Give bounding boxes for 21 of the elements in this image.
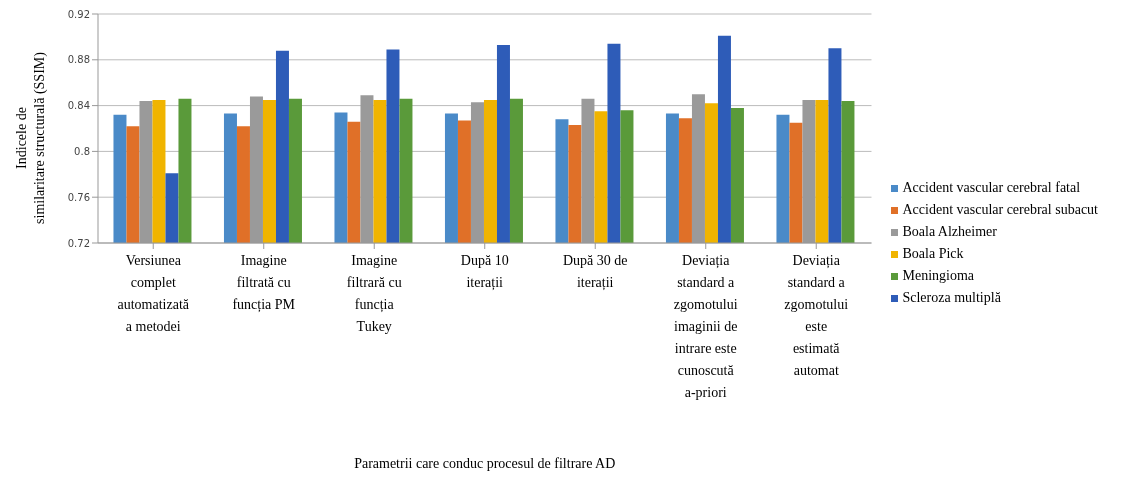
- legend-label: Meningioma: [902, 268, 975, 283]
- x-tick-label: După 30 de iterații: [562, 253, 628, 291]
- x-tick-label: După 10 iterații: [460, 253, 509, 291]
- legend-label: Boala Alzheimer: [902, 224, 997, 239]
- x-tick-label: Imagine filtrară cu funcția Tukey: [346, 253, 402, 334]
- legend-label: Boala Pick: [902, 246, 964, 261]
- legend-label: Accident vascular cerebral fatal: [902, 180, 1081, 195]
- x-tick-label: Deviația standard a zgomotului imaginii de intrare este cunoscută a-priori: [673, 253, 738, 400]
- x-tick-label: Versiunea complet automatizată a metodei: [117, 253, 190, 334]
- y-tick-label: 0.92: [67, 8, 90, 20]
- y-tick-label: 0.8: [74, 145, 90, 157]
- y-axis-title: Indicele de similaritare structurală (SSIM): [14, 51, 48, 224]
- legend-label: Scleroza multiplă: [902, 290, 1001, 305]
- x-tick-label: Deviația standard a zgomotului este estimată automat: [784, 253, 849, 378]
- y-tick-label: 0.84: [67, 100, 90, 112]
- y-tick-label: 0.72: [67, 237, 90, 249]
- x-tick-label: Imagine filtrată cu funcția PM: [232, 253, 296, 313]
- y-tick-label: 0.88: [67, 54, 90, 66]
- x-axis-title: Parametrii care conduc procesul de filtrare AD: [354, 456, 616, 471]
- y-tick-label: 0.76: [67, 191, 90, 203]
- legend-label: Accident vascular cerebral subacut: [902, 202, 1098, 217]
